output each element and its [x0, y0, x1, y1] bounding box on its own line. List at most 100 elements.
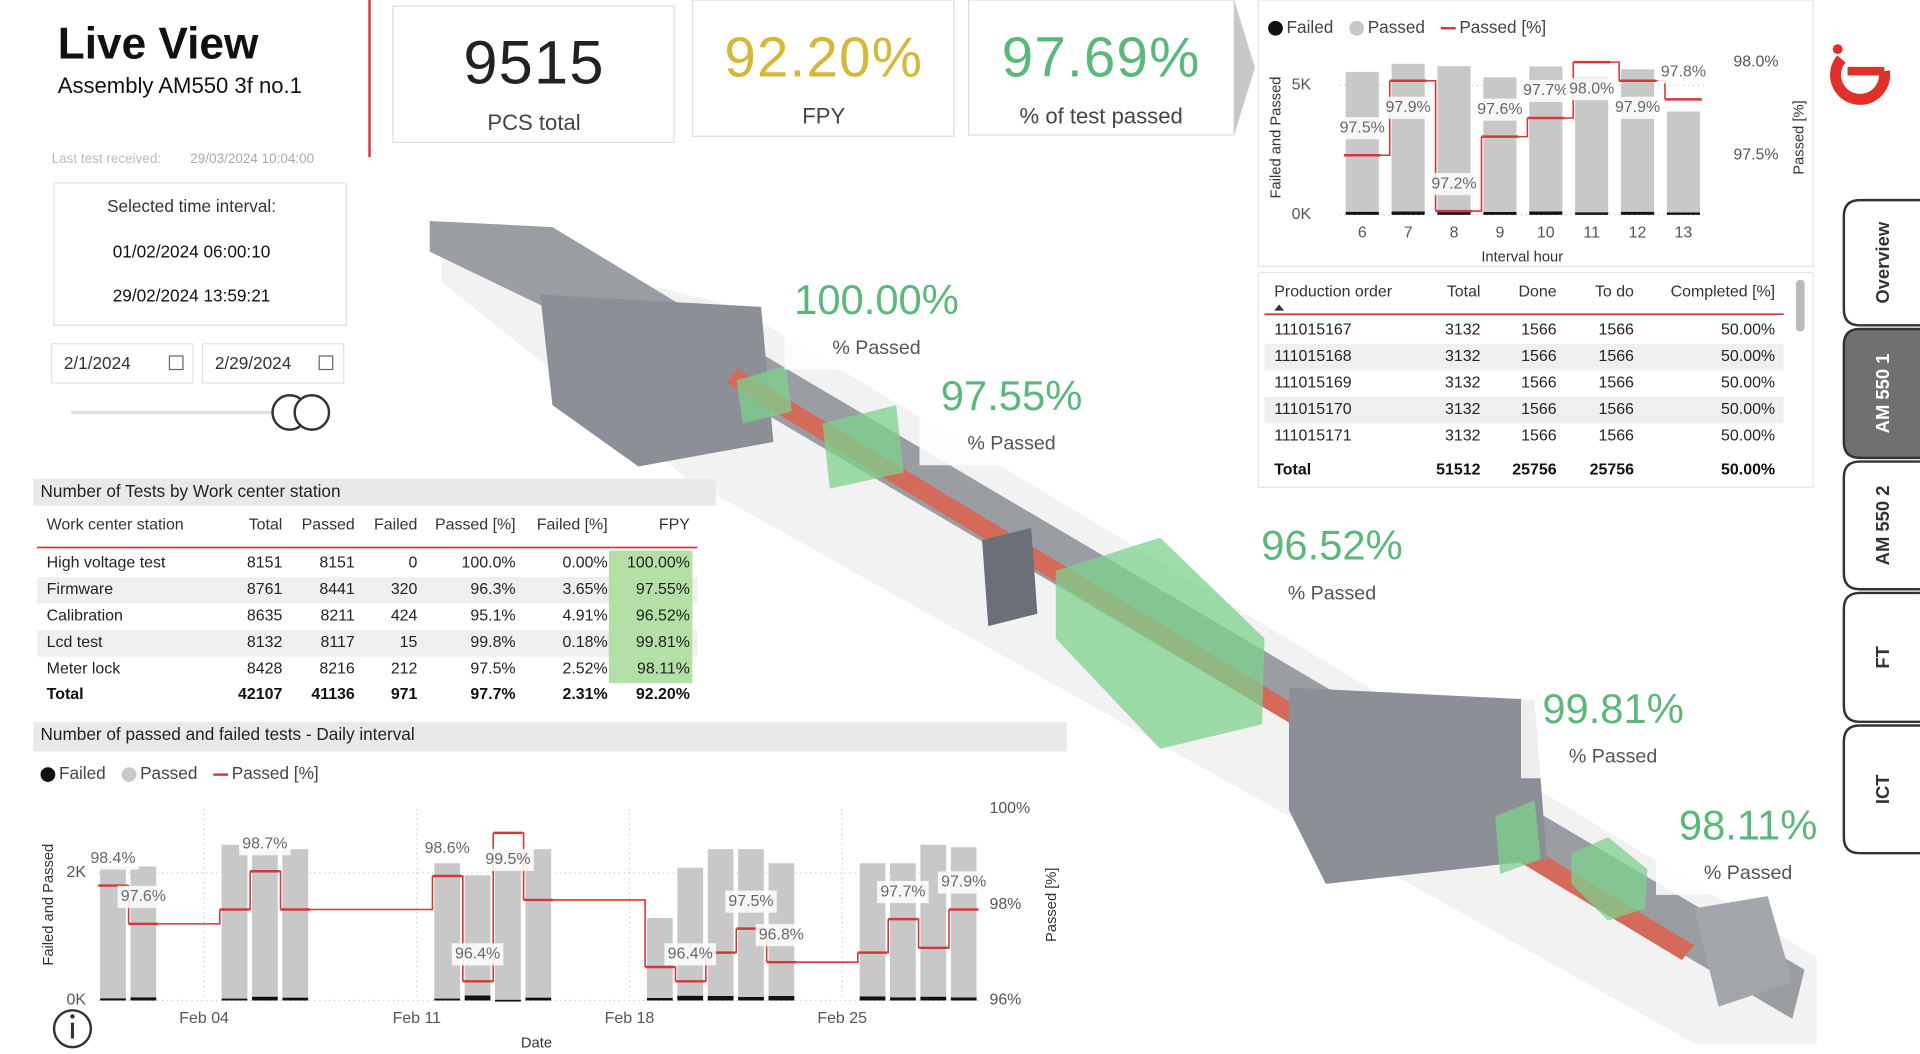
nav-tab-label[interactable]: Overview: [1872, 221, 1893, 304]
x-tick-label: 13: [1675, 224, 1693, 241]
date-to[interactable]: 2/29/2024: [215, 353, 292, 373]
bar-segment: [221, 844, 248, 999]
table-cell: Lcd test: [47, 634, 103, 651]
bar-segment: [251, 849, 278, 997]
nav-tab[interactable]: [1842, 327, 1920, 460]
nav-tab-label[interactable]: FT: [1872, 645, 1893, 668]
scrollbar[interactable]: [1795, 279, 1805, 332]
table-cell: 3.65%: [562, 581, 607, 598]
step-connector: [279, 870, 282, 910]
step-connector: [796, 952, 859, 963]
bar-segment: [738, 849, 764, 997]
data-label: 97.5%: [728, 893, 773, 910]
table-cell: High voltage test: [47, 555, 166, 572]
data-label: 98.0%: [1569, 80, 1614, 97]
data-label-box: [87, 847, 139, 870]
data-label: 97.9%: [941, 874, 986, 891]
data-label: 97.7%: [880, 883, 925, 900]
table-cell: 1566: [1521, 374, 1557, 391]
data-label-box: [421, 837, 473, 861]
y-axis-title: Failed and Passed: [41, 844, 57, 966]
station-backdrop: [1656, 799, 1841, 895]
step-connector: [127, 884, 130, 924]
x-tick-label: 7: [1404, 224, 1413, 241]
row-band: [36, 577, 698, 604]
x-tick-label: 9: [1495, 224, 1504, 241]
bar-segment: [434, 863, 461, 999]
step-connector: [158, 909, 221, 925]
nav-tab[interactable]: [1842, 198, 1920, 327]
row-band: [1264, 396, 1784, 424]
x-tick-label: 6: [1358, 224, 1367, 241]
nav-tab-label[interactable]: AM 550 1: [1872, 354, 1893, 434]
station-backdrop: [919, 369, 1104, 466]
date-from[interactable]: 2/1/2024: [64, 353, 131, 373]
slider-handle[interactable]: [293, 394, 331, 431]
table-cell: 100.0%: [462, 555, 516, 572]
legend-label: Passed [%]: [232, 763, 319, 783]
step-connector: [1610, 61, 1620, 81]
table-cell: 111015169: [1274, 374, 1352, 391]
table-cell: 50.00%: [1721, 428, 1775, 445]
table-cell: 95.1%: [470, 608, 515, 625]
bar-segment: [434, 998, 461, 1001]
table-cell: 2.52%: [562, 661, 607, 678]
bar-segment: [677, 867, 704, 996]
column-header: To do: [1595, 283, 1634, 300]
data-label-box: [664, 943, 717, 966]
last-test-label: Last test received:: [52, 151, 162, 166]
table-cell: 8428: [247, 661, 283, 678]
y-tick-label: 5K: [1292, 77, 1312, 94]
station-backdrop: [1239, 519, 1425, 616]
legend-swatch: [40, 767, 56, 782]
nav-tab[interactable]: [1842, 460, 1920, 591]
kpi-arrow: [1233, 0, 1255, 136]
table-cell: 111015170: [1274, 401, 1352, 418]
table-cell: Firmware: [47, 581, 114, 598]
table-total: 50.00%: [1721, 461, 1775, 478]
table-cell: 8151: [247, 555, 283, 572]
table-cell: 50.00%: [1721, 374, 1775, 391]
bar-segment: [707, 996, 734, 1001]
bar-segment: [525, 997, 552, 1001]
column-header: Passed: [302, 517, 355, 534]
legend-swatch: [1349, 20, 1365, 36]
station-value: 99.81%: [1542, 685, 1684, 732]
interval-box: [53, 182, 347, 326]
data-label: 97.9%: [1615, 99, 1660, 116]
calendar-icon[interactable]: [318, 355, 334, 371]
y2-tick-label: 97.5%: [1733, 146, 1778, 163]
table-cell: 15: [400, 634, 418, 651]
step-connector: [249, 871, 251, 911]
row-band: [36, 630, 698, 657]
table-cell: 1566: [1598, 374, 1634, 391]
step-connector: [917, 918, 920, 948]
data-label-box: [937, 871, 990, 894]
fpy-highlight: [608, 550, 693, 578]
nav-tab-label[interactable]: ICT: [1872, 774, 1893, 804]
y-tick-label: 2K: [66, 864, 86, 881]
calendar-icon[interactable]: [168, 355, 184, 371]
table-cell: 1566: [1521, 321, 1557, 338]
y2-tick-label: 98%: [989, 896, 1021, 913]
data-label-box: [1336, 117, 1389, 140]
legend-label: Failed: [1287, 17, 1334, 37]
date-to-input[interactable]: [201, 343, 345, 384]
station-value: 98.11%: [1679, 802, 1817, 849]
table-cell: 99.8%: [470, 634, 515, 651]
nav-tab[interactable]: [1842, 591, 1920, 724]
table-total: 25756: [1512, 461, 1556, 478]
last-test-value: 29/03/2024 10:04:00: [190, 151, 314, 166]
station-value: 96.52%: [1261, 522, 1403, 569]
data-label: 97.5%: [1340, 119, 1385, 136]
legend-label: Passed: [1368, 17, 1425, 37]
table-cell: 320: [391, 581, 418, 598]
nav-tab[interactable]: [1842, 724, 1920, 855]
step-connector: [1426, 79, 1437, 212]
data-label-box: [1428, 173, 1480, 196]
table-total: Total: [47, 686, 84, 703]
table-cell: 1566: [1521, 401, 1557, 418]
nav-tab-label[interactable]: AM 550 2: [1872, 485, 1893, 565]
column-header: Total: [1447, 283, 1481, 300]
